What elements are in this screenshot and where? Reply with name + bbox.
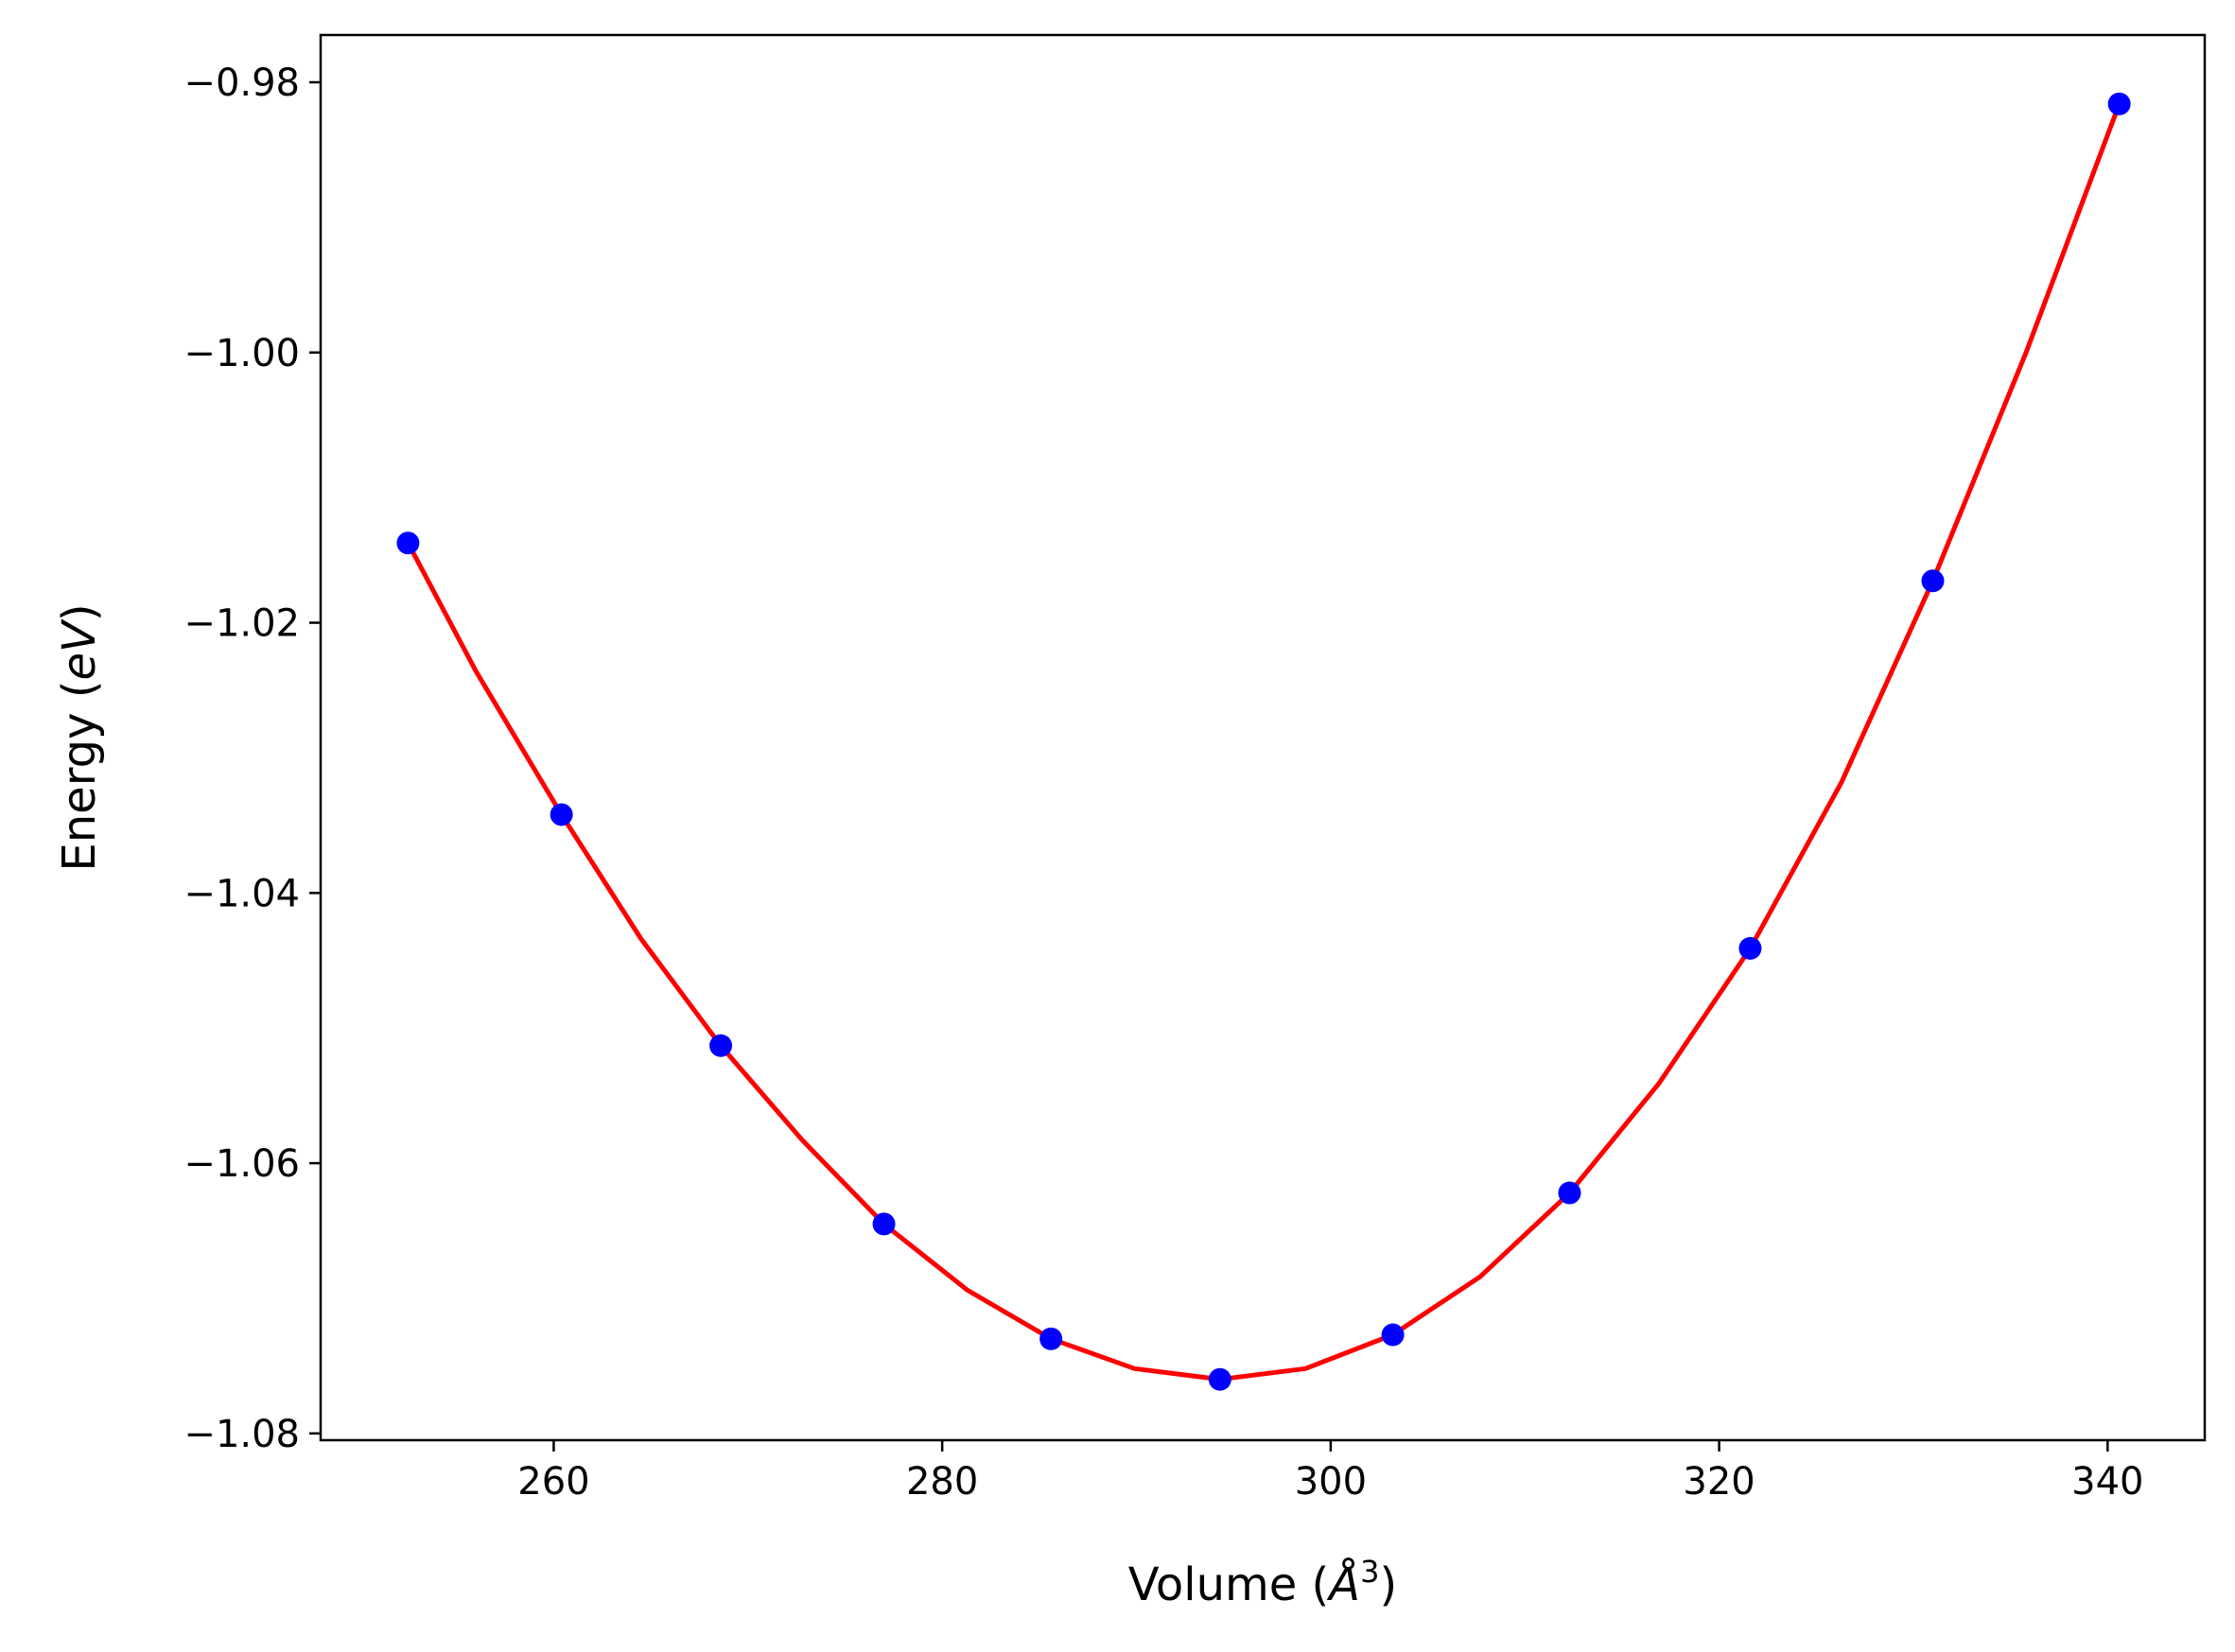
data-point xyxy=(1208,1367,1231,1391)
data-point xyxy=(550,803,573,826)
x-tick-label: 300 xyxy=(1295,1460,1367,1504)
x-axis-label-suffix: ) xyxy=(1379,1558,1397,1611)
data-point xyxy=(396,531,420,555)
data-point xyxy=(1381,1323,1405,1347)
data-point xyxy=(872,1212,896,1236)
axes-frame xyxy=(319,33,2207,1442)
y-axis-label: Energy (eV) xyxy=(53,603,106,871)
data-point xyxy=(1738,936,1762,960)
y-axis-ticks: −0.98 −1.00 −1.02 −1.04 −1.06 −1.08 xyxy=(183,61,321,1456)
data-point xyxy=(1558,1181,1581,1205)
plot-area xyxy=(396,92,2131,1391)
x-tick-label: 320 xyxy=(1683,1460,1755,1504)
data-point xyxy=(709,1034,733,1057)
data-point xyxy=(1921,569,1945,593)
x-axis-ticks: 260 280 300 320 340 xyxy=(517,1440,2143,1504)
y-tick-label: −1.04 xyxy=(183,872,300,915)
y-tick-label: −1.00 xyxy=(183,332,300,375)
x-axis-label-exponent: 3 xyxy=(1360,1554,1379,1590)
data-point xyxy=(1039,1327,1063,1350)
y-axis-label-prefix: Energy ( xyxy=(53,681,106,872)
y-axis-label-suffix: ) xyxy=(53,603,106,621)
y-axis-label-unit: eV xyxy=(53,618,106,681)
data-point xyxy=(2107,92,2131,115)
y-tick-label: −1.02 xyxy=(183,602,300,646)
x-tick-label: 260 xyxy=(517,1460,589,1504)
x-axis-label-symbol: Å xyxy=(1326,1557,1360,1611)
y-tick-label: −1.08 xyxy=(183,1413,300,1456)
x-axis-label-prefix: Volume ( xyxy=(1128,1558,1330,1611)
x-tick-label: 340 xyxy=(2071,1460,2143,1504)
y-tick-label: −0.98 xyxy=(183,61,300,105)
x-axis-label: Volume (Å3) xyxy=(1128,1554,1397,1611)
x-tick-label: 280 xyxy=(906,1460,978,1504)
y-tick-label: −1.06 xyxy=(183,1142,300,1186)
